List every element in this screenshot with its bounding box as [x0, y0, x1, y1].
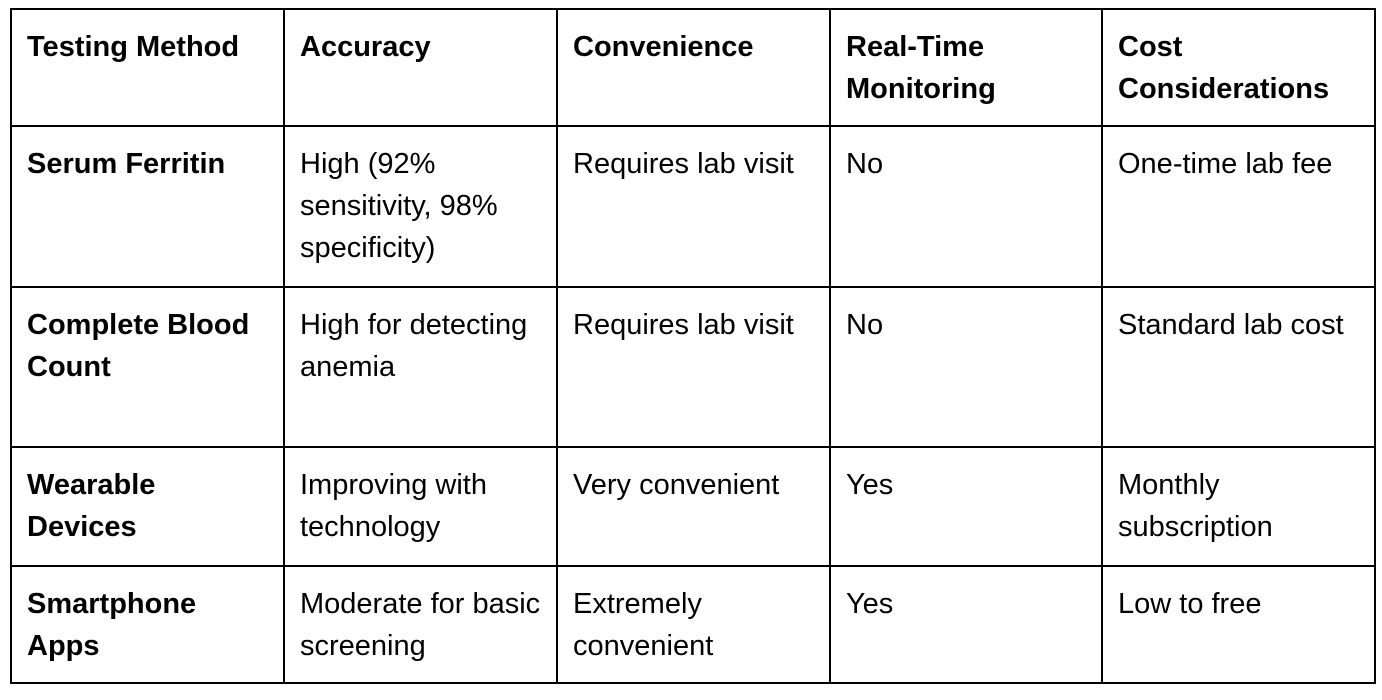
header-real-time-monitoring: Real-Time Monitoring — [829, 8, 1103, 127]
table-row: Complete Blood Count High for detecting … — [10, 286, 1376, 448]
cell-real-time-monitoring: Yes — [829, 565, 1103, 684]
cell-cost-considerations: Standard lab cost — [1101, 286, 1376, 448]
cell-cost-considerations: One-time lab fee — [1101, 125, 1376, 288]
cell-accuracy: Improving with technology — [283, 446, 558, 567]
cell-convenience: Requires lab visit — [556, 125, 831, 288]
cell-accuracy: High (92% sensitivity, 98% specificity) — [283, 125, 558, 288]
header-accuracy: Accuracy — [283, 8, 558, 127]
table-row: Smartphone Apps Moderate for basic scree… — [10, 565, 1376, 684]
comparison-table-container: Testing Method Accuracy Convenience Real… — [10, 8, 1376, 684]
cell-accuracy: High for detecting anemia — [283, 286, 558, 448]
header-cost-considerations: Cost Considerations — [1101, 8, 1376, 127]
header-convenience: Convenience — [556, 8, 831, 127]
cell-cost-considerations: Low to free — [1101, 565, 1376, 684]
cell-convenience: Extremely convenient — [556, 565, 831, 684]
cell-accuracy: Moderate for basic screening — [283, 565, 558, 684]
header-testing-method: Testing Method — [10, 8, 285, 127]
testing-methods-table: Testing Method Accuracy Convenience Real… — [10, 8, 1376, 684]
cell-real-time-monitoring: No — [829, 125, 1103, 288]
table-row: Wearable Devices Improving with technolo… — [10, 446, 1376, 567]
cell-convenience: Very convenient — [556, 446, 831, 567]
cell-testing-method: Smartphone Apps — [10, 565, 285, 684]
cell-cost-considerations: Monthly subscription — [1101, 446, 1376, 567]
cell-testing-method: Wearable Devices — [10, 446, 285, 567]
cell-testing-method: Complete Blood Count — [10, 286, 285, 448]
cell-convenience: Requires lab visit — [556, 286, 831, 448]
table-header-row: Testing Method Accuracy Convenience Real… — [10, 8, 1376, 127]
cell-testing-method: Serum Ferritin — [10, 125, 285, 288]
cell-real-time-monitoring: No — [829, 286, 1103, 448]
cell-real-time-monitoring: Yes — [829, 446, 1103, 567]
table-row: Serum Ferritin High (92% sensitivity, 98… — [10, 125, 1376, 288]
